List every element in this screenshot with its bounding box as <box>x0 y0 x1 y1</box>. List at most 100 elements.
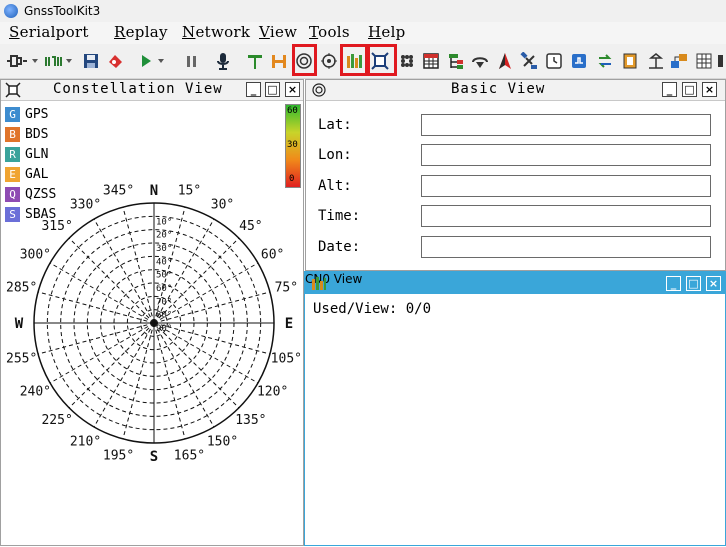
minimize-button[interactable]: _ <box>666 276 681 291</box>
azimuth-label: 45° <box>239 219 262 234</box>
antenna-icon[interactable] <box>645 50 667 72</box>
cardinal-west: W <box>15 316 24 332</box>
film-icon[interactable] <box>619 50 641 72</box>
legend-label: BDS <box>25 126 49 142</box>
azimuth-label: 60° <box>261 248 284 263</box>
dots-icon[interactable] <box>396 50 418 72</box>
legend-bds[interactable]: B BDS <box>5 125 48 143</box>
app-icon <box>4 4 18 18</box>
play-menu-icon[interactable] <box>136 50 170 72</box>
basic-view-icon[interactable] <box>293 50 315 72</box>
time-label: Time: <box>318 208 361 224</box>
maximize-button[interactable]: □ <box>686 276 701 291</box>
legend-label: GAL <box>25 166 49 182</box>
pps-icon[interactable] <box>568 50 590 72</box>
azimuth-label: 135° <box>235 413 266 428</box>
highlight-constellation-view <box>367 44 397 76</box>
cardinal-south: S <box>150 449 158 465</box>
plug-menu-icon[interactable] <box>4 50 40 72</box>
date-label: Date: <box>318 239 361 255</box>
basic-view-title: Basic View <box>451 81 546 97</box>
constellation-view-icon <box>5 82 21 98</box>
pause-icon[interactable] <box>180 50 202 72</box>
menu-view[interactable]: View <box>259 23 298 41</box>
legend-gps[interactable]: G GPS <box>5 105 48 123</box>
save-icon[interactable] <box>80 50 102 72</box>
network-icon[interactable] <box>668 50 690 72</box>
azimuth-label: 285° <box>6 281 37 296</box>
constellation-view-panel: Constellation View _ □ × G GPS B BDS R GLN E GA… <box>0 79 304 546</box>
legend-gln[interactable]: R GLN <box>5 145 48 163</box>
north-arrow-icon[interactable] <box>494 50 516 72</box>
cn0-view-panel: CN0 View _ □ × Used/View: 0/0 <box>304 271 726 546</box>
elevation-label: 50° <box>156 271 172 281</box>
download-icon[interactable] <box>469 50 491 72</box>
erase-icon[interactable] <box>104 50 126 72</box>
legend-qzss[interactable]: Q QZSS <box>5 185 56 203</box>
azimuth-line <box>93 322 155 428</box>
legend-label: QZSS <box>25 186 57 202</box>
time-field <box>421 205 711 227</box>
waveform-menu-icon[interactable] <box>44 50 74 72</box>
satellite-icon[interactable] <box>518 50 540 72</box>
constellation-view-icon[interactable] <box>369 50 391 72</box>
elevation-label: 30° <box>156 244 172 254</box>
azimuth-label: 210° <box>70 435 101 450</box>
maximize-button[interactable]: □ <box>682 82 697 97</box>
target-icon[interactable] <box>318 50 340 72</box>
toolbar-overflow-icon[interactable] <box>716 50 726 72</box>
table-icon[interactable] <box>420 50 442 72</box>
highlight-basic-view <box>292 44 317 76</box>
menu-network[interactable]: Network <box>182 23 251 41</box>
menu-help[interactable]: Help <box>368 23 406 41</box>
legend-swatch: G <box>5 106 20 122</box>
constellation-view-header[interactable]: Constellation View _ □ × <box>1 80 303 101</box>
minimize-button[interactable]: _ <box>662 82 677 97</box>
azimuth-label: 120° <box>257 385 288 400</box>
menu-replay[interactable]: Replay <box>114 23 168 41</box>
basic-view-header[interactable]: Basic View _ □ × <box>306 80 725 101</box>
menu-bar: Serialport Replay Network View Tools Hel… <box>0 22 726 44</box>
legend-sbas[interactable]: S SBAS <box>5 205 56 223</box>
constellation-view-title: Constellation View <box>53 81 223 97</box>
cn0-view-icon[interactable] <box>344 50 366 72</box>
legend-swatch: S <box>5 206 20 222</box>
azimuth-line <box>68 322 155 409</box>
minimize-button[interactable]: _ <box>246 82 261 97</box>
T-icon[interactable] <box>244 50 266 72</box>
azimuth-line <box>153 218 215 324</box>
close-button[interactable]: × <box>706 276 721 291</box>
clock-icon[interactable] <box>543 50 565 72</box>
elevation-label: 10° <box>156 217 172 227</box>
cardinal-east: E <box>285 316 293 332</box>
grid-icon[interactable] <box>693 50 715 72</box>
azimuth-label: 255° <box>6 351 37 366</box>
close-button[interactable]: × <box>285 82 300 97</box>
azimuth-line <box>37 322 155 355</box>
legend-gal[interactable]: E GAL <box>5 165 48 183</box>
azimuth-label: 330° <box>70 197 101 212</box>
cn0-view-header[interactable]: CN0 View _ □ × <box>305 272 725 294</box>
window-title: GnssToolKit3 <box>24 4 101 18</box>
azimuth-line <box>49 262 155 324</box>
used-view-count: Used/View: 0/0 <box>313 301 432 317</box>
azimuth-label: 30° <box>211 197 234 212</box>
H-icon[interactable] <box>268 50 290 72</box>
menu-serialport[interactable]: Serialport <box>9 23 89 41</box>
cardinal-north: N <box>150 183 158 199</box>
alt-label: Alt: <box>318 178 352 194</box>
close-button[interactable]: × <box>702 82 717 97</box>
azimuth-label: 345° <box>103 184 134 199</box>
microphone-icon[interactable] <box>212 50 234 72</box>
cn0-color-scale <box>285 104 301 188</box>
maximize-button[interactable]: □ <box>265 82 280 97</box>
date-field <box>421 236 711 258</box>
elevation-label: 40° <box>156 257 172 267</box>
azimuth-label: 105° <box>271 351 302 366</box>
swap-icon[interactable] <box>594 50 616 72</box>
tree-icon[interactable] <box>445 50 467 72</box>
azimuth-line <box>153 322 186 440</box>
sky-plot[interactable]: 10° 20° 30° 40° 50° 60° 70° 80° 90° 15° 30° 45° 60° 7… <box>1 80 305 547</box>
elevation-label: 80° <box>156 311 172 321</box>
menu-tools[interactable]: Tools <box>309 23 350 41</box>
